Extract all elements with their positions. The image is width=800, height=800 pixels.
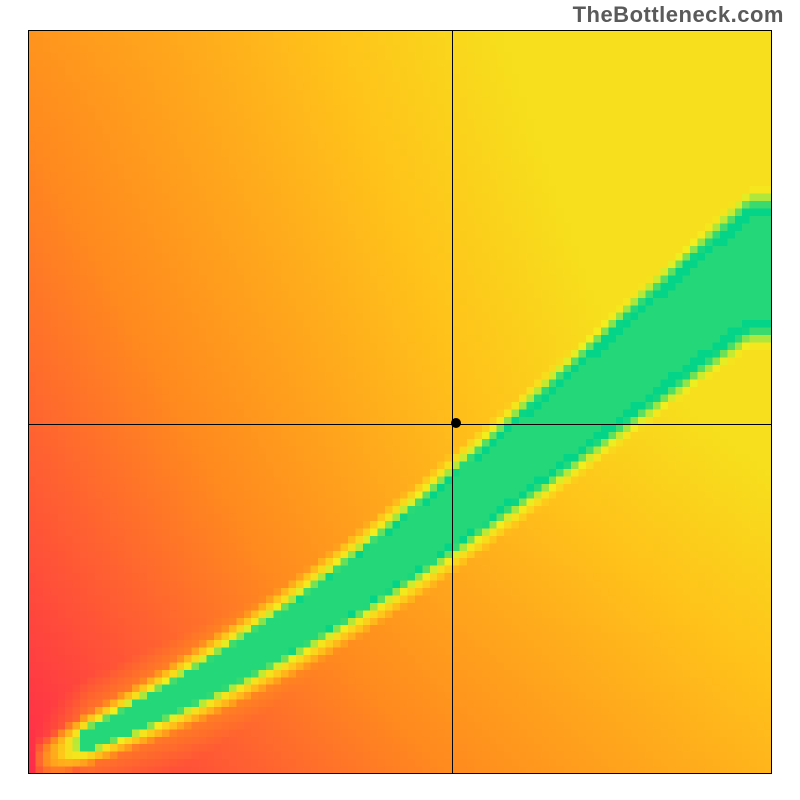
heatmap-plot-area <box>28 30 772 774</box>
crosshair-vertical <box>452 30 453 774</box>
heatmap-canvas <box>28 30 772 774</box>
watermark-text: TheBottleneck.com <box>573 2 784 28</box>
crosshair-horizontal <box>28 424 772 425</box>
marker-dot <box>451 418 461 428</box>
